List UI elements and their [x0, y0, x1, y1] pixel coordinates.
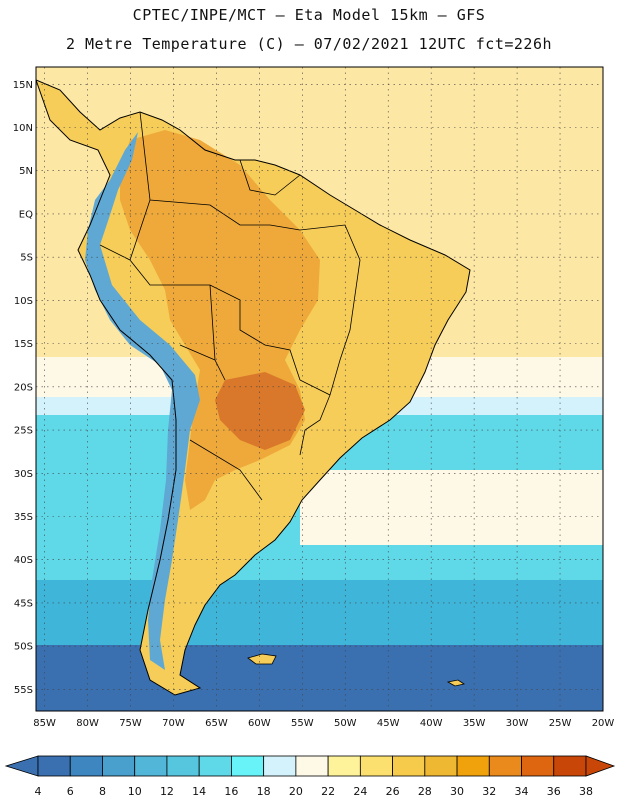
- lon-label: 80W: [76, 718, 99, 729]
- map-frame: [35, 66, 604, 712]
- colorbar-swatch: [102, 755, 136, 777]
- lon-label: 25W: [549, 718, 572, 729]
- colorbar-tick-label: 4: [35, 785, 42, 798]
- lon-label: 45W: [377, 718, 400, 729]
- lat-label: 20S: [14, 382, 33, 393]
- lat-label: 40S: [14, 555, 33, 566]
- colorbar-tick-label: 18: [257, 785, 271, 798]
- country-borders: [99, 111, 361, 501]
- colorbar-swatch: [424, 755, 458, 777]
- colorbar-tick-label: 34: [515, 785, 529, 798]
- lat-label: EQ: [19, 209, 33, 220]
- ocean-subtropical-east-band: [300, 470, 603, 545]
- lat-label: 25S: [14, 426, 33, 437]
- lon-label: 20W: [592, 718, 615, 729]
- colorbar-swatch: [166, 755, 200, 777]
- colorbar-swatch: [69, 755, 103, 777]
- lat-label: 5N: [19, 166, 33, 177]
- lat-label: 10S: [14, 296, 33, 307]
- colorbar-tick-label: 26: [386, 785, 400, 798]
- colorbar-swatch: [295, 755, 329, 777]
- lon-label: 70W: [162, 718, 185, 729]
- lat-label: 15S: [14, 339, 33, 350]
- lat-label: 55S: [14, 685, 33, 696]
- colorbar-tick-label: 38: [579, 785, 593, 798]
- map-title-model: CPTEC/INPE/MCT – Eta Model 15km – GFS: [132, 6, 486, 24]
- colorbar-tick-label: 30: [450, 785, 464, 798]
- colorbar-tick-label: 32: [482, 785, 496, 798]
- lon-label: 35W: [463, 718, 486, 729]
- colorbar-swatch: [521, 755, 555, 777]
- colorbar-labels: 4 6 8 10 12 14 16 18 20 22 24 26 28 30 32 34 36 38: [35, 785, 594, 798]
- colorbar-tick-label: 6: [67, 785, 74, 798]
- colorbar-tick-label: 22: [321, 785, 335, 798]
- coastline: [36, 79, 471, 696]
- lat-label: 50S: [14, 642, 33, 653]
- latitude-labels: 15N 10N 5N EQ 5S 10S 15S 20S 25S 30S 35S 40S 45S 50S 5…: [13, 80, 33, 696]
- colorbar-tick-label: 10: [128, 785, 142, 798]
- ocean-coldest-band: [36, 645, 603, 711]
- colorbar-tick-label: 24: [353, 785, 367, 798]
- colorbar-swatch: [488, 755, 522, 777]
- lon-label: 85W: [33, 718, 56, 729]
- colorbar-swatch: [359, 755, 393, 777]
- colorbar-low-arrow: [4, 755, 39, 777]
- colorbar: [4, 755, 616, 777]
- lon-label: 75W: [119, 718, 142, 729]
- colorbar-tick-label: 14: [192, 785, 206, 798]
- colorbar-swatch: [37, 755, 71, 777]
- lon-label: 60W: [248, 718, 271, 729]
- lat-label: 10N: [13, 123, 33, 134]
- colorbar-tick-label: 20: [289, 785, 303, 798]
- lon-label: 50W: [334, 718, 357, 729]
- land-hottest-zone: [215, 372, 305, 450]
- andes-cold-strip: [85, 132, 200, 670]
- lon-label: 65W: [205, 718, 228, 729]
- lat-label: 15N: [13, 80, 33, 91]
- longitude-labels: 85W 80W 75W 70W 65W 60W 55W 50W 45W 40W 35W 30W 25W 2…: [33, 718, 614, 729]
- map-title-variable: 2 Metre Temperature (C) – 07/02/2021 12U…: [65, 35, 553, 53]
- colorbar-tick-label: 28: [418, 785, 432, 798]
- colorbar-tick-label: 12: [160, 785, 174, 798]
- south-georgia-island: [446, 679, 466, 687]
- colorbar-swatch: [553, 755, 587, 777]
- colorbar-tick-label: 16: [224, 785, 238, 798]
- colorbar-swatch: [392, 755, 426, 777]
- colorbar-swatch: [231, 755, 265, 777]
- colorbar-tick-label: 8: [99, 785, 106, 798]
- ocean-colder-band: [36, 580, 603, 645]
- lat-label: 30S: [14, 469, 33, 480]
- lon-label: 30W: [506, 718, 529, 729]
- lon-label: 40W: [420, 718, 443, 729]
- colorbar-swatch: [456, 755, 490, 777]
- colorbar-swatch: [134, 755, 168, 777]
- falkland-islands: [247, 653, 277, 665]
- colorbar-high-arrow: [585, 755, 616, 777]
- lat-label: 5S: [20, 253, 33, 264]
- lat-label: 45S: [14, 598, 33, 609]
- colorbar-tick-label: 36: [547, 785, 561, 798]
- lon-label: 55W: [291, 718, 314, 729]
- colorbar-swatch: [327, 755, 361, 777]
- lat-label: 35S: [14, 512, 33, 523]
- colorbar-swatch: [263, 755, 297, 777]
- map-gridlines: [36, 67, 604, 711]
- colorbar-swatch: [198, 755, 232, 777]
